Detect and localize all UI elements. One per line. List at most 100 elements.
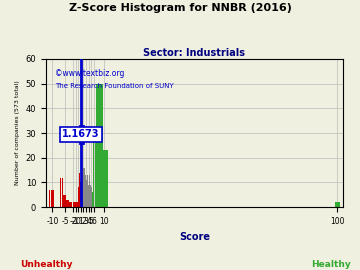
Bar [83, 178, 84, 207]
Bar [80, 183, 81, 207]
Y-axis label: Number of companies (573 total): Number of companies (573 total) [15, 81, 20, 185]
Bar [84, 175, 85, 207]
Bar [91, 187, 92, 207]
Bar [335, 202, 340, 207]
Bar [81, 183, 82, 207]
Bar [63, 195, 65, 207]
Bar [92, 193, 93, 207]
Bar [85, 187, 86, 207]
Text: Z-Score Histogram for NNBR (2016): Z-Score Histogram for NNBR (2016) [68, 3, 292, 13]
X-axis label: Score: Score [179, 231, 210, 241]
Bar [90, 187, 91, 207]
Bar [98, 84, 100, 207]
Bar [92, 195, 93, 207]
Bar [90, 187, 91, 207]
Bar [69, 202, 70, 207]
Bar [50, 190, 52, 207]
Bar [95, 131, 96, 207]
Bar [88, 185, 89, 207]
Bar [103, 150, 108, 207]
Bar [93, 193, 94, 207]
Bar [85, 187, 86, 207]
Bar [89, 175, 90, 207]
Bar [82, 183, 83, 207]
Bar [87, 175, 89, 207]
Bar [71, 202, 72, 207]
Bar [81, 183, 82, 207]
Bar [82, 173, 84, 207]
Bar [75, 202, 76, 207]
Bar [87, 175, 88, 207]
Bar [70, 202, 71, 207]
Bar [83, 173, 84, 207]
Text: ©www.textbiz.org: ©www.textbiz.org [55, 69, 124, 78]
Bar [89, 185, 90, 207]
Bar [84, 168, 85, 207]
Bar [93, 131, 94, 207]
Bar [52, 190, 53, 207]
Bar [60, 178, 62, 207]
Bar [49, 190, 50, 207]
Bar [80, 185, 81, 207]
Text: Healthy: Healthy [311, 260, 351, 269]
Bar [88, 185, 89, 207]
Bar [93, 193, 94, 207]
Bar [89, 185, 91, 207]
Bar [85, 175, 86, 207]
Bar [73, 202, 75, 207]
Bar [78, 190, 80, 207]
Bar [53, 190, 54, 207]
Bar [65, 195, 66, 207]
Bar [93, 193, 94, 207]
Bar [80, 185, 81, 207]
Bar [87, 180, 88, 207]
Bar [90, 187, 91, 207]
Bar [91, 195, 93, 207]
Bar [89, 185, 90, 207]
Bar [79, 185, 80, 207]
Bar [81, 155, 82, 207]
Bar [83, 168, 84, 207]
Bar [102, 84, 103, 207]
Bar [86, 180, 88, 207]
Title: Sector: Industrials: Sector: Industrials [143, 48, 245, 58]
Bar [62, 178, 63, 207]
Bar [75, 202, 76, 207]
Bar [71, 202, 72, 207]
Bar [85, 187, 87, 207]
Bar [76, 202, 78, 207]
Bar [91, 195, 93, 207]
Bar [86, 180, 87, 207]
Bar [86, 187, 87, 207]
Bar [72, 202, 74, 207]
Bar [91, 195, 92, 207]
Bar [84, 178, 85, 207]
Bar [101, 84, 102, 207]
Bar [87, 185, 89, 207]
Bar [79, 173, 80, 207]
Bar [78, 187, 80, 207]
Bar [96, 84, 97, 207]
Bar [88, 185, 90, 207]
Bar [74, 202, 75, 207]
Bar [90, 187, 91, 207]
Bar [76, 202, 77, 207]
Bar [66, 200, 67, 207]
Bar [82, 173, 83, 207]
Text: The Research Foundation of SUNY: The Research Foundation of SUNY [55, 83, 174, 89]
Bar [79, 185, 80, 207]
Bar [80, 185, 81, 207]
Bar [86, 180, 87, 207]
Bar [78, 195, 79, 207]
Bar [97, 84, 98, 207]
Bar [92, 193, 93, 207]
Bar [84, 168, 85, 207]
Bar [100, 84, 101, 207]
Bar [85, 175, 86, 207]
Bar [82, 173, 83, 207]
Bar [102, 150, 107, 207]
Bar [77, 202, 78, 207]
Text: 1.1673: 1.1673 [62, 129, 100, 139]
Bar [78, 195, 79, 207]
Text: Unhealthy: Unhealthy [21, 260, 73, 269]
